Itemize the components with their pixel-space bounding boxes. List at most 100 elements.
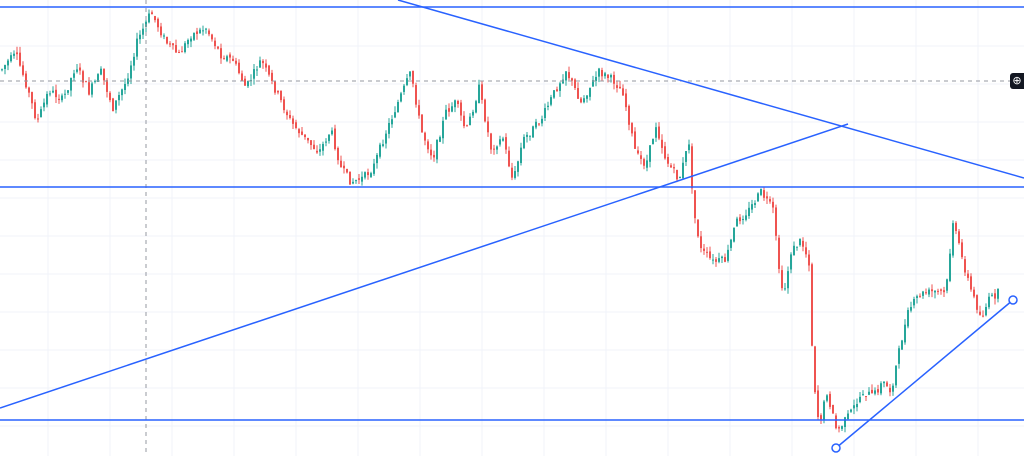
candle-body bbox=[901, 340, 903, 350]
candle-body bbox=[394, 112, 396, 118]
candle-body bbox=[565, 71, 567, 81]
candle-body bbox=[781, 270, 783, 289]
trend-line[interactable] bbox=[0, 123, 849, 409]
candle-body bbox=[799, 238, 801, 246]
candle-body bbox=[763, 190, 765, 198]
candle-body bbox=[265, 63, 267, 68]
candle-body bbox=[211, 34, 213, 40]
candle-body bbox=[970, 276, 972, 290]
candle-body bbox=[574, 79, 576, 89]
candle-body bbox=[862, 394, 864, 396]
candle-body bbox=[4, 65, 6, 70]
candle-body bbox=[244, 78, 246, 86]
trend-line-handle[interactable] bbox=[1008, 295, 1018, 305]
candle-body bbox=[172, 43, 174, 46]
candle-body bbox=[349, 171, 351, 185]
candle-body bbox=[76, 69, 78, 72]
candle-body bbox=[475, 101, 477, 113]
candle-body bbox=[409, 71, 411, 77]
candle-body bbox=[280, 90, 282, 101]
candle-body bbox=[880, 383, 882, 394]
candle-body bbox=[670, 165, 672, 168]
candle-body bbox=[151, 12, 153, 15]
candle-body bbox=[934, 290, 936, 293]
candle-body bbox=[478, 84, 480, 104]
candle-body bbox=[25, 73, 27, 88]
candle-body bbox=[643, 159, 645, 166]
candle-body bbox=[775, 207, 777, 236]
candle-body bbox=[718, 258, 720, 262]
trend-line[interactable] bbox=[835, 299, 1014, 449]
candle-body bbox=[118, 95, 120, 101]
candle-body bbox=[835, 415, 837, 429]
horizontal-levels[interactable] bbox=[0, 6, 1024, 421]
candle-body bbox=[820, 415, 822, 420]
candle-body bbox=[772, 201, 774, 208]
candle-body bbox=[43, 102, 45, 108]
candle-body bbox=[703, 248, 705, 251]
candle-body bbox=[430, 149, 432, 156]
candle-body bbox=[598, 68, 600, 77]
candle-body bbox=[169, 43, 171, 45]
candle-body bbox=[829, 393, 831, 407]
candle-body bbox=[988, 296, 990, 308]
candle-body bbox=[178, 52, 180, 54]
candle-body bbox=[412, 70, 414, 84]
candle-body bbox=[235, 60, 237, 64]
candle-body bbox=[943, 290, 945, 293]
candle-body bbox=[31, 92, 33, 104]
candle-body bbox=[520, 147, 522, 163]
candle-body bbox=[589, 87, 591, 97]
candle-body bbox=[892, 385, 894, 392]
candle-body bbox=[586, 95, 588, 99]
zoom-in-icon[interactable]: ⊕ bbox=[1010, 73, 1024, 89]
candle-body bbox=[433, 154, 435, 158]
candle-body bbox=[865, 396, 867, 398]
candle-body bbox=[157, 18, 159, 28]
candle-body bbox=[622, 88, 624, 96]
candle-body bbox=[346, 168, 348, 173]
candle-body bbox=[919, 295, 921, 297]
candle-body bbox=[769, 199, 771, 202]
candle-body bbox=[124, 83, 126, 91]
candle-body bbox=[466, 125, 468, 127]
candle-body bbox=[439, 137, 441, 142]
candle-body bbox=[427, 141, 429, 150]
candle-body bbox=[628, 105, 630, 125]
candle-body bbox=[682, 162, 684, 179]
candle-body bbox=[199, 29, 201, 34]
candle-body bbox=[538, 123, 540, 125]
candle-body bbox=[607, 74, 609, 79]
candle-body bbox=[985, 306, 987, 316]
candle-body bbox=[385, 133, 387, 144]
candle-body bbox=[637, 150, 639, 154]
trend-line-handle[interactable] bbox=[831, 443, 841, 453]
candle-body bbox=[796, 246, 798, 248]
line-handles[interactable] bbox=[831, 295, 1018, 453]
candle-body bbox=[46, 93, 48, 105]
candle-body bbox=[766, 196, 768, 199]
candle-body bbox=[190, 38, 192, 42]
candle-body bbox=[802, 240, 804, 247]
candle-body bbox=[238, 62, 240, 74]
candle-body bbox=[334, 128, 336, 150]
candle-body bbox=[484, 99, 486, 122]
candle-body bbox=[541, 118, 543, 124]
candle-body bbox=[910, 307, 912, 311]
candle-body bbox=[913, 298, 915, 306]
candle-body bbox=[730, 239, 732, 248]
candle-body bbox=[271, 72, 273, 81]
candle-body bbox=[691, 146, 693, 189]
candle-body bbox=[391, 119, 393, 125]
candle-body bbox=[658, 126, 660, 139]
trend-line[interactable] bbox=[397, 0, 1024, 179]
candle-body bbox=[790, 254, 792, 270]
candle-body bbox=[340, 160, 342, 168]
candle-body bbox=[760, 189, 762, 195]
candle-body bbox=[214, 40, 216, 47]
candle-body bbox=[307, 137, 309, 141]
candle-body bbox=[232, 58, 234, 61]
candle-body bbox=[679, 176, 681, 178]
